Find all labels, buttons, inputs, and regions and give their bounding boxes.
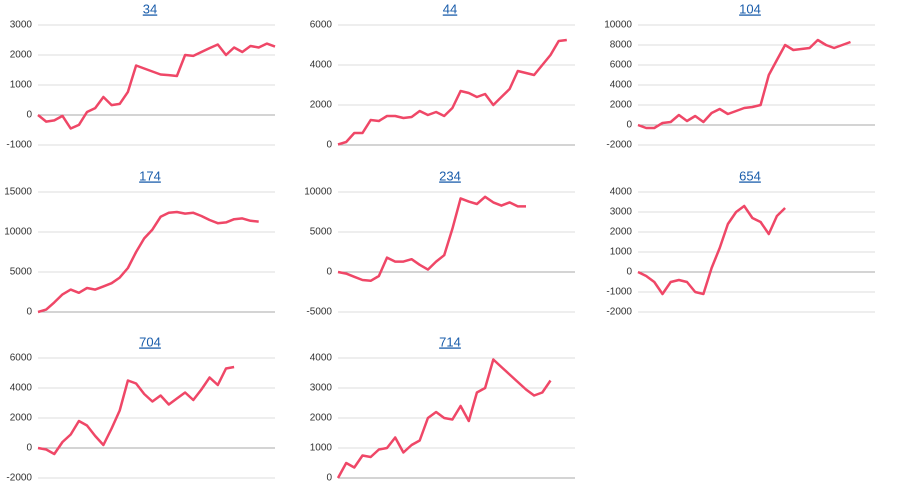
y-tick-label: 0 [26,307,32,318]
y-tick-label: 0 [326,473,332,484]
data-line [37,42,276,130]
y-tick-label: 0 [326,267,332,278]
y-tick-label: 0 [326,140,332,151]
y-tick-label: 2000 [310,413,333,424]
y-tick-label: 4000 [310,60,333,71]
y-tick-label: 6000 [10,353,33,364]
y-tick-label: 1000 [310,443,333,454]
chart-title[interactable]: 234 [439,168,461,183]
data-line [37,365,235,456]
y-tick-label: 15000 [4,187,32,198]
y-tick-label: 6000 [310,20,333,31]
y-tick-label: 2000 [610,227,633,238]
y-tick-label: 2000 [310,100,333,111]
y-tick-label: 10000 [604,20,632,31]
y-tick-label: 1000 [610,247,633,258]
chart-title[interactable]: 104 [739,1,761,16]
y-tick-label: 0 [626,120,632,131]
data-line [336,358,552,479]
chart-title[interactable]: 704 [139,334,161,349]
y-tick-label: 1000 [10,80,33,91]
y-tick-label: 10000 [4,227,32,238]
y-tick-label: 4000 [610,187,633,198]
y-tick-label: 5000 [10,267,33,278]
y-tick-label: 5000 [310,227,333,238]
chart-title[interactable]: 34 [143,1,157,16]
y-tick-label: 10000 [304,187,332,198]
data-line [337,195,526,283]
chart-title[interactable]: 654 [739,168,761,183]
y-tick-label: 4000 [610,80,633,91]
chart-title[interactable]: 44 [443,1,457,16]
y-tick-label: -5000 [306,307,332,318]
chart-title[interactable]: 174 [139,168,161,183]
y-tick-label: 0 [26,443,32,454]
y-tick-label: 2000 [10,413,33,424]
y-tick-label: 8000 [610,40,633,51]
data-line [637,38,851,130]
y-tick-label: 3000 [310,383,333,394]
y-tick-label: 2000 [610,100,633,111]
y-tick-label: -2000 [6,473,32,484]
y-tick-label: -1000 [6,140,32,151]
chart-title[interactable]: 714 [439,334,461,349]
y-tick-label: -1000 [606,287,632,298]
y-tick-label: 4000 [310,353,333,364]
y-tick-label: 0 [626,267,632,278]
y-tick-label: 3000 [610,207,633,218]
data-line [337,38,567,146]
data-line [37,210,259,314]
data-line [637,204,786,296]
y-tick-label: 3000 [10,20,33,31]
y-tick-label: 2000 [10,50,33,61]
y-tick-label: 4000 [10,383,33,394]
y-tick-label: 0 [26,110,32,121]
y-tick-label: -2000 [606,307,632,318]
y-tick-label: -2000 [606,140,632,151]
y-tick-label: 6000 [610,60,633,71]
